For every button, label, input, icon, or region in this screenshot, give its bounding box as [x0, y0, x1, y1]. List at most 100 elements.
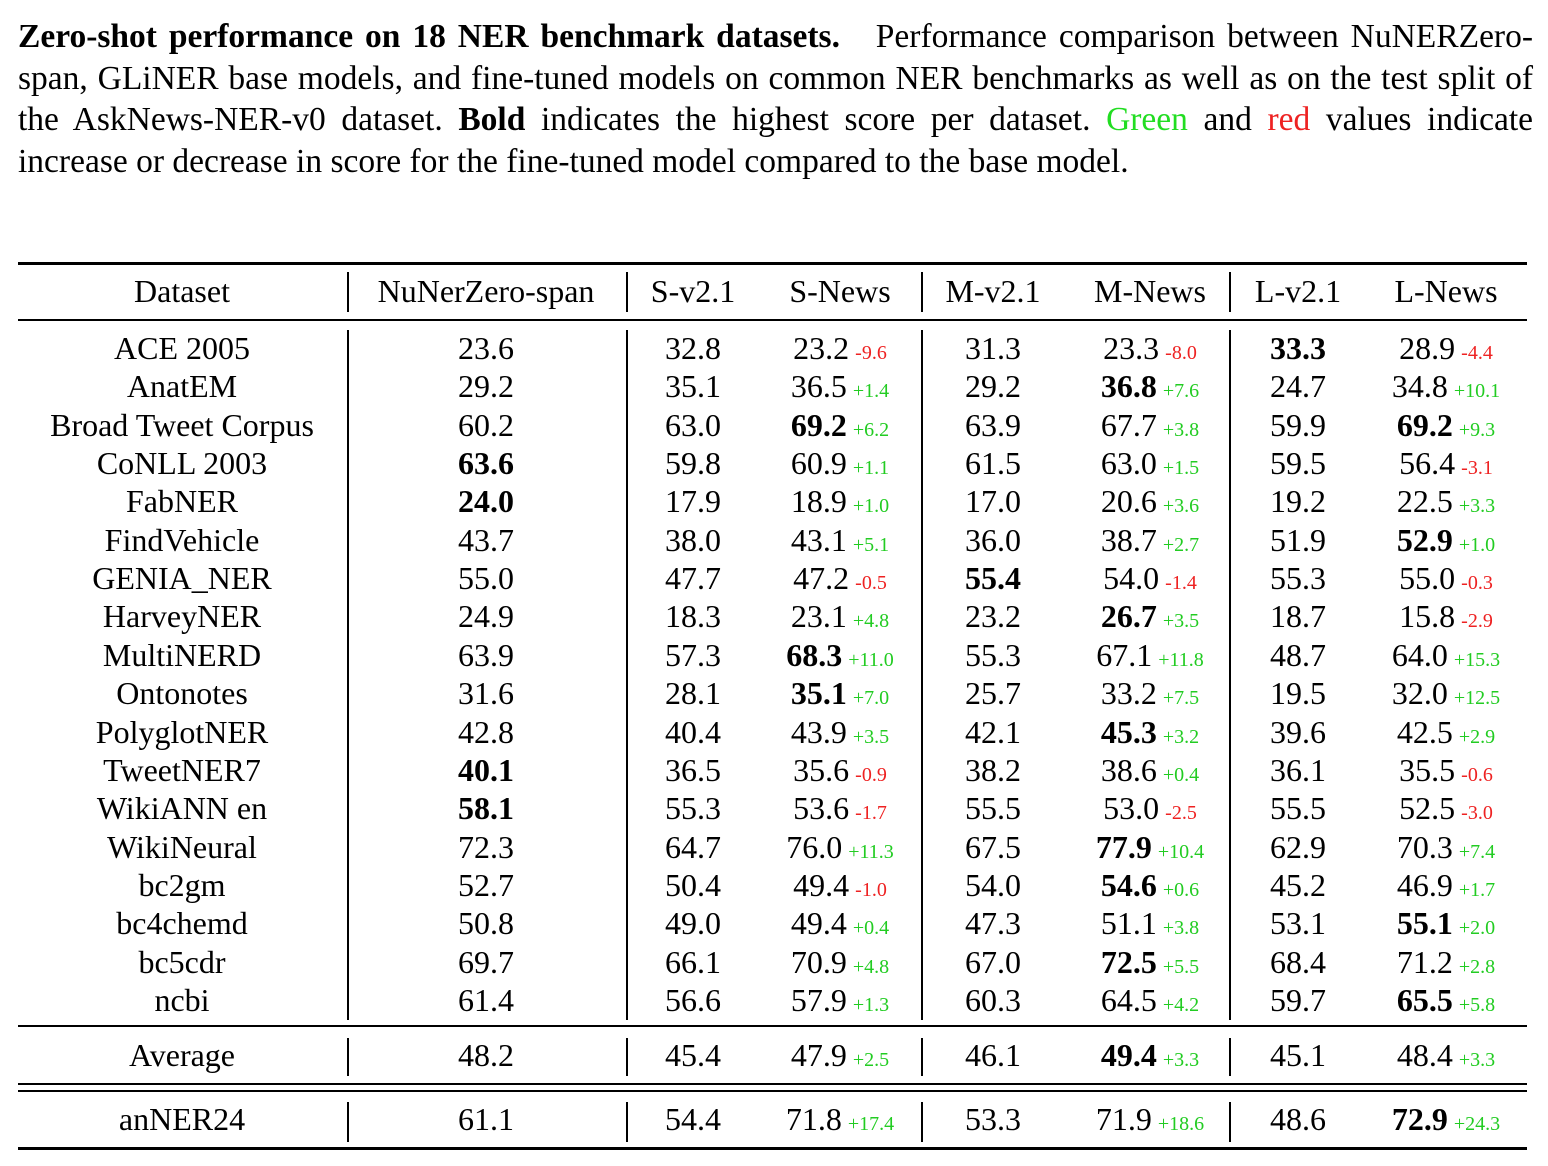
- score-value: 64.5: [1100, 982, 1157, 1018]
- table-row-cell: 26.7 +3.5: [1050, 597, 1250, 640]
- score-value: 18.9: [790, 483, 847, 519]
- body-column-separator: [347, 330, 349, 1020]
- table-row-cell: 68.3 +11.0: [740, 636, 940, 679]
- table-double-rule-1: [18, 1083, 1527, 1085]
- score-value: 59.7: [1270, 982, 1326, 1018]
- score-value: 39.6: [1270, 714, 1326, 750]
- table-row-cell: 59.8: [618, 444, 768, 482]
- table-row-cell: 64.5 +4.2: [1050, 981, 1250, 1024]
- score-delta: +6.2: [852, 419, 890, 441]
- score-delta: +0.4: [1162, 764, 1200, 786]
- table-row-cell: 59.7: [1223, 981, 1373, 1019]
- table-row-dataset: CoNLL 2003: [96, 445, 268, 481]
- score-delta: +3.5: [852, 726, 890, 748]
- table-row-cell: 25.7: [918, 674, 1068, 712]
- score-value: 42.5: [1396, 714, 1453, 750]
- table-row-cell: 23.2 -9.6: [740, 329, 940, 372]
- score-delta: -8.0: [1165, 342, 1197, 364]
- score-delta: -1.0: [855, 879, 887, 901]
- score-value: 54.6: [1100, 867, 1157, 903]
- score-value: 48.4: [1396, 1037, 1453, 1073]
- table-row-cell: 31.6: [336, 674, 636, 712]
- table-row-dataset: GENIA_NER: [92, 560, 272, 596]
- score-value: 45.4: [665, 1037, 721, 1073]
- table-row-cell: 42.5 +2.9: [1346, 713, 1546, 756]
- score-delta: -1.4: [1165, 572, 1197, 594]
- score-value: 63.6: [458, 445, 514, 481]
- caption-green-word: Green: [1106, 101, 1188, 138]
- table-row-dataset: AnatEM: [126, 368, 238, 404]
- score-delta: +7.5: [1162, 687, 1200, 709]
- table-row-cell: 24.9: [336, 597, 636, 635]
- score-delta: +1.0: [1458, 534, 1496, 556]
- table-row-cell: 50.4: [618, 866, 768, 904]
- score-value: 33.2: [1100, 675, 1157, 711]
- score-delta: +1.5: [1162, 457, 1200, 479]
- table-row-cell: 67.0: [918, 943, 1068, 981]
- body-column-separator: [921, 330, 923, 1020]
- score-value: 20.6: [1100, 483, 1157, 519]
- score-value: 49.4: [1100, 1037, 1157, 1073]
- table-row-cell: 66.1: [618, 943, 768, 981]
- table-row-cell: 50.8: [336, 904, 636, 942]
- column-header: NuNerZero-span: [377, 273, 595, 309]
- score-value: 67.5: [965, 829, 1021, 865]
- score-value: 67.0: [965, 944, 1021, 980]
- table-row-dataset: MultiNERD: [102, 637, 262, 673]
- average-row-dataset: Average: [129, 1037, 235, 1073]
- table-row-cell: 47.7: [618, 559, 768, 597]
- anner-row-cell: 71.9 +18.6: [1050, 1100, 1250, 1143]
- average-row-cell: 48.2: [336, 1036, 636, 1074]
- score-value: 36.8: [1100, 368, 1157, 404]
- score-delta: +17.4: [847, 1113, 895, 1135]
- table-row-dataset: TweetNER7: [103, 752, 261, 788]
- score-value: 55.3: [1270, 560, 1326, 596]
- score-value: 48.6: [1270, 1101, 1326, 1137]
- score-delta: +1.0: [852, 495, 890, 517]
- score-value: 43.9: [790, 714, 847, 750]
- header-column-separator: [347, 272, 349, 312]
- score-delta: +7.6: [1162, 380, 1200, 402]
- table-row-cell: 28.1: [618, 674, 768, 712]
- score-value: 52.7: [458, 867, 514, 903]
- score-delta: +1.4: [852, 380, 890, 402]
- table-row-cell: 60.9 +1.1: [740, 444, 940, 487]
- table-row-cell: 29.2: [918, 367, 1068, 405]
- table-row-cell: 54.0: [918, 866, 1068, 904]
- score-value: 67.1: [1096, 637, 1153, 673]
- score-value: 38.7: [1100, 522, 1157, 558]
- score-value: 58.1: [458, 790, 514, 826]
- table-row-cell: 67.1 +11.8: [1050, 636, 1250, 679]
- column-header: S-v2.1: [650, 273, 736, 309]
- table-row-cell: 40.1: [336, 751, 636, 789]
- score-value: 70.3: [1396, 829, 1453, 865]
- header-column-separator: [921, 272, 923, 312]
- table-row-dataset: PolyglotNER: [95, 714, 269, 750]
- score-value: 47.3: [965, 905, 1021, 941]
- score-value: 54.0: [1103, 560, 1160, 596]
- score-value: 59.9: [1270, 407, 1326, 443]
- table-row-cell: 69.7: [336, 943, 636, 981]
- score-value: 45.3: [1100, 714, 1157, 750]
- table-row-cell: 76.0 +11.3: [740, 828, 940, 871]
- score-delta: +3.8: [1162, 917, 1200, 939]
- table-row-cell: 68.4: [1223, 943, 1373, 981]
- average-column-separator: [1229, 1038, 1231, 1076]
- table-row-cell: 17.9: [618, 482, 768, 520]
- table-row-cell: 33.3: [1223, 329, 1373, 367]
- score-value: 63.9: [458, 637, 514, 673]
- score-value: 32.0: [1391, 675, 1448, 711]
- table-row-cell: 24.0: [336, 482, 636, 520]
- score-value: 17.0: [965, 483, 1021, 519]
- caption-lead: Zero-shot performance on 18 NER benchmar…: [18, 18, 840, 55]
- table-row-cell: 55.0: [336, 559, 636, 597]
- anner-column-separator: [1229, 1102, 1231, 1142]
- score-value: 64.7: [665, 829, 721, 865]
- score-value: 35.6: [793, 752, 850, 788]
- score-value: 45.1: [1270, 1037, 1326, 1073]
- score-value: 54.4: [665, 1101, 721, 1137]
- score-delta: +5.8: [1458, 994, 1496, 1016]
- score-value: 57.9: [790, 982, 847, 1018]
- score-value: 17.9: [665, 483, 721, 519]
- table-row-cell: 43.1 +5.1: [740, 521, 940, 564]
